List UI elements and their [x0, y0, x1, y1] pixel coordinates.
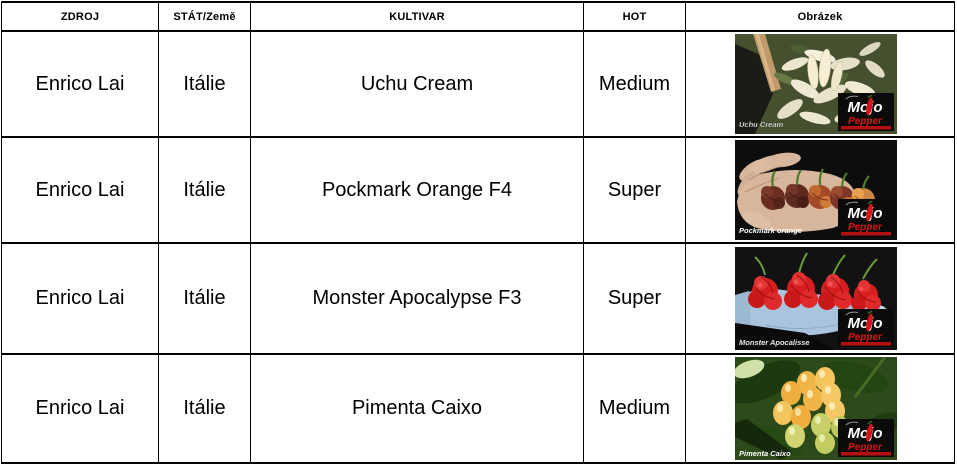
photo-pockmark-orange: Pockmark orange [735, 140, 897, 240]
table-row: Enrico Lai Itálie Pockmark Orange F4 Sup… [1, 136, 955, 244]
cream-pepper-pods [807, 48, 843, 91]
variegated-foliage [773, 42, 894, 125]
cell-zdroj: Enrico Lai [1, 30, 159, 138]
cell-stat: Itálie [158, 242, 251, 355]
cell-kultivar: Pimenta Caixo [250, 353, 584, 464]
dark-corner [735, 323, 835, 350]
photo-caption: Monster Apocalisse [739, 338, 810, 347]
photo-uchu-cream: Uchu Cream [735, 34, 897, 134]
cell-kultivar: Pockmark Orange F4 [250, 136, 584, 244]
cell-zdroj: Enrico Lai [1, 353, 159, 464]
mojo-pepper-logo [837, 198, 895, 238]
photo-caption: Uchu Cream [739, 120, 784, 129]
cell-photo: Monster Apocalisse [685, 242, 955, 355]
cell-hot: Super [583, 136, 686, 244]
cell-stat: Itálie [158, 30, 251, 138]
col-header-kultivar: KULTIVAR [250, 1, 584, 32]
photo-pimenta-caixo: Pimenta Caixo [735, 357, 897, 460]
cell-kultivar: Monster Apocalypse F3 [250, 242, 584, 355]
photo-caption: Pockmark orange [739, 226, 802, 235]
red-wrinkled-peppers [748, 252, 881, 311]
col-header-obrazek: Obrázek [685, 1, 955, 32]
col-header-stat: STÁT/Země [158, 1, 251, 32]
mojo-pepper-logo [837, 308, 895, 348]
cell-photo: Pockmark orange [685, 136, 955, 244]
cell-hot: Super [583, 242, 686, 355]
cell-hot: Medium [583, 353, 686, 464]
cell-stat: Itálie [158, 136, 251, 244]
table-row: Enrico Lai Itálie Monster Apocalypse F3 … [1, 242, 955, 355]
cell-photo: Uchu Cream [685, 30, 955, 138]
header-row: ZDROJ STÁT/Země KULTIVAR HOT Obrázek [1, 1, 955, 32]
cell-stat: Itálie [158, 353, 251, 464]
col-header-zdroj: ZDROJ [1, 1, 159, 32]
cell-zdroj: Enrico Lai [1, 242, 159, 355]
mojo-pepper-logo [837, 418, 895, 458]
mojo-pepper-logo [837, 92, 895, 132]
col-header-hot: HOT [583, 1, 686, 32]
pepper-table: ZDROJ STÁT/Země KULTIVAR HOT Obrázek Enr… [1, 1, 955, 464]
photo-caption: Pimenta Caixo [739, 449, 791, 458]
table-row: Enrico Lai Itálie Uchu Cream Medium [1, 30, 955, 138]
cell-photo: Pimenta Caixo [685, 353, 955, 464]
photo-monster-apocalypse: Monster Apocalisse [735, 247, 897, 350]
cell-zdroj: Enrico Lai [1, 136, 159, 244]
table-row: Enrico Lai Itálie Pimenta Caixo Medium [1, 353, 955, 464]
cell-kultivar: Uchu Cream [250, 30, 584, 138]
cell-hot: Medium [583, 30, 686, 138]
